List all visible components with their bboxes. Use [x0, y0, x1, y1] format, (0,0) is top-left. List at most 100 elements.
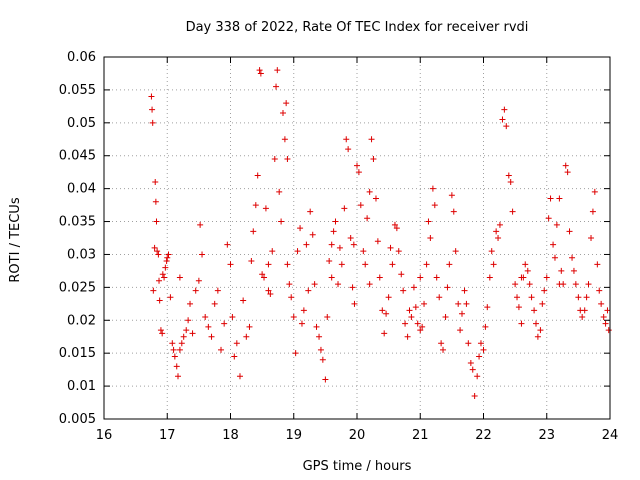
data-point: [305, 287, 312, 294]
data-point: [532, 320, 539, 327]
data-point: [534, 333, 541, 340]
data-point: [236, 373, 243, 380]
data-point: [259, 271, 266, 278]
data-point: [300, 307, 307, 314]
x-tick-label: 21: [412, 428, 429, 443]
data-point: [330, 228, 337, 235]
data-point: [265, 261, 272, 268]
y-tick-labels: 0.005 0.01 0.015 0.02 0.025 0.03 0.035 0.04 0.04…: [59, 50, 96, 427]
data-point: [176, 346, 183, 353]
data-point: [480, 346, 487, 353]
data-point: [419, 323, 426, 330]
data-point: [596, 287, 603, 294]
data-point: [575, 294, 582, 301]
data-point: [317, 346, 324, 353]
data-point: [528, 294, 535, 301]
data-point: [421, 300, 428, 307]
data-point: [276, 188, 283, 195]
x-tick-label: 17: [159, 428, 176, 443]
data-point: [197, 221, 204, 228]
data-point: [322, 376, 329, 383]
data-point: [262, 205, 269, 212]
x-tick-labels: 16 17 18 19 20 21 22 23 24: [96, 428, 619, 443]
data-point: [208, 333, 215, 340]
data-point: [429, 185, 436, 192]
plot-frame: [103, 56, 611, 420]
data-point: [316, 333, 323, 340]
data-point: [440, 346, 447, 353]
data-point: [328, 274, 335, 281]
data-point: [547, 195, 554, 202]
data-point: [499, 116, 506, 123]
data-point: [512, 281, 519, 288]
data-point: [455, 300, 462, 307]
data-point: [350, 241, 357, 248]
data-point: [189, 330, 196, 337]
data-point: [355, 169, 362, 176]
data-point: [585, 281, 592, 288]
data-point: [579, 313, 586, 320]
data-point: [550, 241, 557, 248]
data-point: [572, 281, 579, 288]
data-point: [589, 208, 596, 215]
data-point: [545, 215, 552, 222]
data-point: [326, 258, 333, 265]
data-point: [227, 261, 234, 268]
data-point: [338, 261, 345, 268]
data-point: [581, 307, 588, 314]
data-point: [515, 304, 522, 311]
y-tick-label: 0.05: [67, 116, 96, 131]
data-point: [600, 313, 607, 320]
data-point: [385, 294, 392, 301]
data-point: [556, 281, 563, 288]
data-point: [395, 248, 402, 255]
data-point: [273, 83, 280, 90]
data-point: [387, 244, 394, 251]
data-point: [269, 248, 276, 255]
data-point: [410, 284, 417, 291]
data-point: [261, 274, 268, 281]
data-point: [357, 202, 364, 209]
data-point: [252, 202, 259, 209]
data-point: [195, 277, 202, 284]
data-point: [278, 218, 285, 225]
data-point: [366, 281, 373, 288]
data-point: [265, 287, 272, 294]
y-tick-label: 0.03: [67, 247, 96, 262]
data-point: [543, 274, 550, 281]
data-point: [406, 307, 413, 314]
data-point: [231, 353, 238, 360]
data-point: [187, 300, 194, 307]
data-point: [526, 281, 533, 288]
y-tick-label: 0.045: [59, 149, 96, 164]
data-point: [153, 218, 160, 225]
data-point: [148, 93, 155, 100]
x-tick-label: 22: [475, 428, 492, 443]
data-point: [522, 261, 529, 268]
x-axis-label: GPS time / hours: [303, 459, 412, 474]
data-point: [450, 208, 457, 215]
data-point: [408, 313, 415, 320]
data-point: [425, 218, 432, 225]
data-point: [501, 106, 508, 113]
data-point: [471, 392, 478, 399]
x-tick-label: 18: [222, 428, 239, 443]
data-point: [298, 320, 305, 327]
data-point: [448, 192, 455, 199]
data-point: [537, 327, 544, 334]
data-point: [570, 267, 577, 274]
data-point: [476, 353, 483, 360]
data-point: [254, 172, 261, 179]
data-point: [192, 287, 199, 294]
data-point: [328, 241, 335, 248]
data-point: [423, 261, 430, 268]
y-tick-label: 0.01: [67, 379, 96, 394]
data-point: [562, 162, 569, 169]
x-tick-label: 23: [538, 428, 555, 443]
data-point: [431, 202, 438, 209]
data-point: [271, 156, 278, 163]
data-point: [417, 274, 424, 281]
data-point: [313, 323, 320, 330]
data-point: [274, 67, 281, 74]
